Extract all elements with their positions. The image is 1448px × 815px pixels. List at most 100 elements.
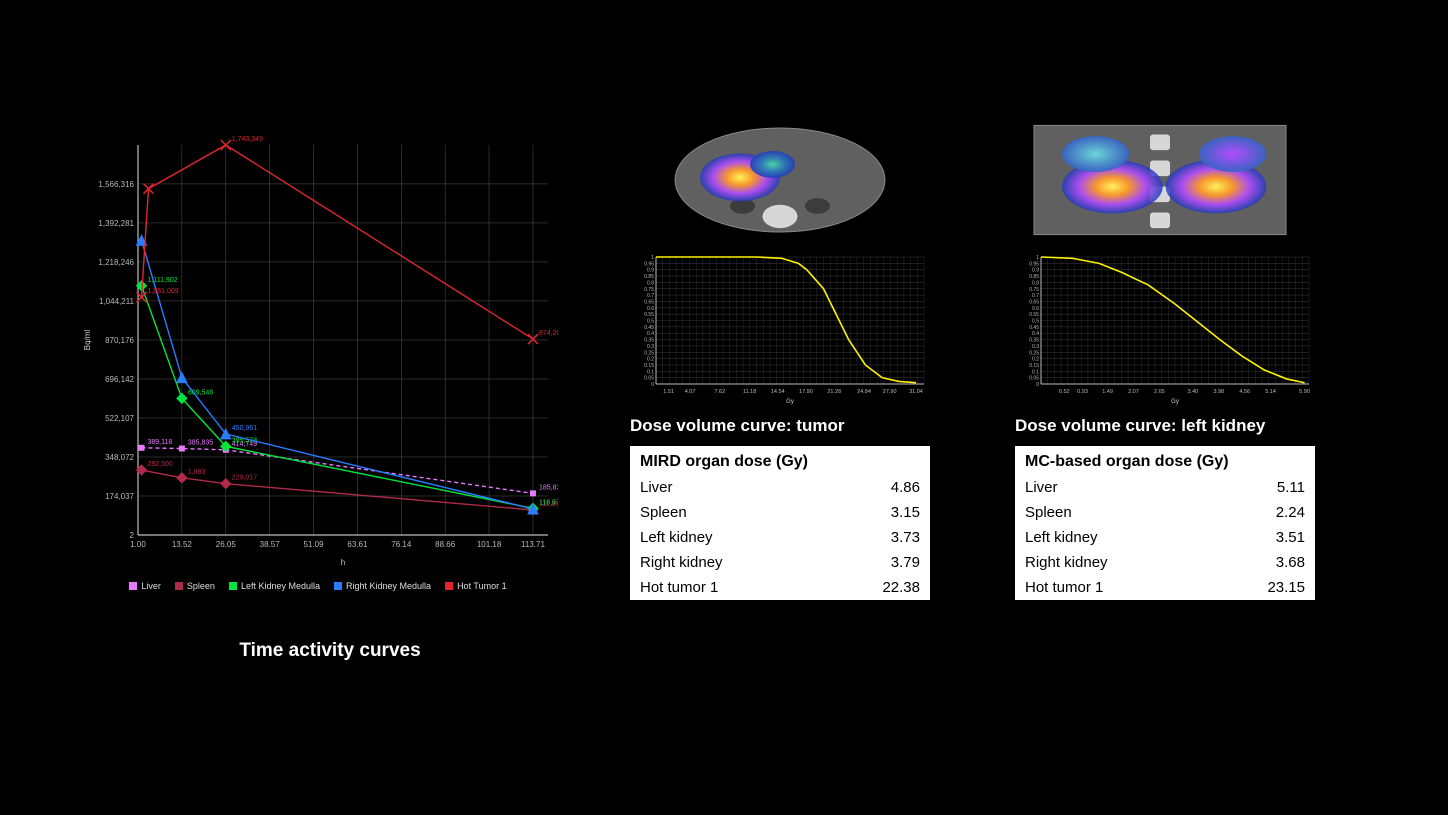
- svg-text:0.9: 0.9: [647, 268, 654, 274]
- legend-label: Right Kidney Medulla: [346, 581, 431, 591]
- mc-table: MC-based organ dose (Gy) Liver5.11Spleen…: [1015, 446, 1315, 600]
- value-cell: 2.24: [1225, 500, 1315, 525]
- organ-cell: Liver: [630, 475, 840, 500]
- svg-text:1,883: 1,883: [188, 469, 206, 476]
- svg-text:38.57: 38.57: [260, 540, 281, 549]
- svg-text:0.15: 0.15: [1029, 363, 1039, 369]
- table-row: Spleen2.24: [1015, 500, 1315, 525]
- svg-text:389,118: 389,118: [148, 439, 173, 446]
- value-cell: 3.15: [840, 500, 930, 525]
- table-row: Liver5.11: [1015, 475, 1315, 500]
- svg-text:0.25: 0.25: [644, 350, 654, 356]
- legend-swatch: [175, 582, 183, 590]
- table-row: Right kidney3.79: [630, 550, 930, 575]
- legend-swatch: [129, 582, 137, 590]
- value-cell: 3.73: [840, 525, 930, 550]
- svg-text:3.40: 3.40: [1188, 389, 1199, 395]
- value-cell: 23.15: [1225, 575, 1315, 600]
- svg-text:185,837: 185,837: [539, 484, 558, 491]
- svg-text:1.00: 1.00: [130, 540, 146, 549]
- svg-text:0.2: 0.2: [647, 357, 654, 363]
- svg-text:0.15: 0.15: [644, 363, 654, 369]
- svg-text:0.95: 0.95: [1029, 261, 1039, 267]
- tac-legend: Liver Spleen Left Kidney Medulla Right Kidn…: [78, 581, 558, 591]
- table-row: Liver4.86: [630, 475, 930, 500]
- svg-text:0.8: 0.8: [647, 280, 654, 286]
- svg-text:1,743,349: 1,743,349: [232, 136, 263, 143]
- svg-text:0: 0: [651, 382, 654, 388]
- svg-text:0.35: 0.35: [1029, 338, 1039, 344]
- svg-text:0.95: 0.95: [644, 261, 654, 267]
- svg-text:0.45: 0.45: [644, 325, 654, 331]
- legend-label: Spleen: [187, 581, 215, 591]
- svg-text:870,176: 870,176: [105, 336, 134, 345]
- svg-text:1,566,316: 1,566,316: [98, 180, 134, 189]
- svg-text:0.65: 0.65: [1029, 299, 1039, 305]
- legend-item: Hot Tumor 1: [445, 581, 507, 591]
- legend-swatch: [229, 582, 237, 590]
- svg-text:51.09: 51.09: [304, 540, 325, 549]
- svg-text:0.9: 0.9: [1032, 268, 1039, 274]
- scan-kidney-image: [1020, 115, 1300, 245]
- svg-text:0.55: 0.55: [644, 312, 654, 318]
- svg-text:1: 1: [1036, 255, 1039, 261]
- svg-text:0.85: 0.85: [644, 274, 654, 280]
- organ-cell: Liver: [1015, 475, 1225, 500]
- svg-text:14.54: 14.54: [771, 389, 785, 395]
- svg-text:0: 0: [1036, 382, 1039, 388]
- svg-text:2.07: 2.07: [1128, 389, 1139, 395]
- svg-text:0.3: 0.3: [647, 344, 654, 350]
- svg-text:1.49: 1.49: [1102, 389, 1113, 395]
- svg-text:2.65: 2.65: [1154, 389, 1165, 395]
- legend-label: Hot Tumor 1: [457, 581, 507, 591]
- svg-text:3.98: 3.98: [1213, 389, 1224, 395]
- svg-text:0.65: 0.65: [644, 299, 654, 305]
- svg-text:26.05: 26.05: [216, 540, 237, 549]
- mird-table-title: MIRD organ dose (Gy): [630, 446, 930, 475]
- svg-text:5.90: 5.90: [1299, 389, 1310, 395]
- svg-text:385,835: 385,835: [188, 440, 213, 447]
- svg-text:696,142: 696,142: [105, 375, 134, 384]
- svg-text:0.8: 0.8: [1032, 280, 1039, 286]
- svg-text:h: h: [341, 558, 345, 567]
- value-cell: 3.79: [840, 550, 930, 575]
- svg-text:0.5: 0.5: [1032, 319, 1039, 325]
- svg-text:0.25: 0.25: [1029, 350, 1039, 356]
- organ-cell: Right kidney: [1015, 550, 1225, 575]
- svg-text:874,205: 874,205: [539, 330, 558, 337]
- organ-cell: Right kidney: [630, 550, 840, 575]
- svg-text:11.18: 11.18: [743, 389, 756, 395]
- value-cell: 5.11: [1225, 475, 1315, 500]
- svg-text:Gy: Gy: [786, 399, 794, 405]
- svg-text:174,037: 174,037: [105, 492, 134, 501]
- legend-item: Liver: [129, 581, 161, 591]
- mc-table-title: MC-based organ dose (Gy): [1015, 446, 1315, 475]
- organ-cell: Hot tumor 1: [630, 575, 840, 600]
- svg-text:13.52: 13.52: [172, 540, 193, 549]
- svg-text:17.90: 17.90: [799, 389, 813, 395]
- svg-text:522,107: 522,107: [105, 414, 134, 423]
- svg-text:1,044,211: 1,044,211: [99, 297, 135, 306]
- table-row: Left kidney3.73: [630, 525, 930, 550]
- svg-text:348,072: 348,072: [105, 453, 134, 462]
- svg-text:0.93: 0.93: [1077, 389, 1088, 395]
- legend-item: Left Kidney Medulla: [229, 581, 320, 591]
- value-cell: 3.68: [1225, 550, 1315, 575]
- svg-text:0.6: 0.6: [1032, 306, 1039, 312]
- svg-text:1: 1: [651, 255, 654, 261]
- tac-panel: 1.0013.5226.0538.5751.0963.6176.1488.661…: [78, 135, 558, 591]
- organ-cell: Spleen: [1015, 500, 1225, 525]
- organ-cell: Hot tumor 1: [1015, 575, 1225, 600]
- svg-text:63.61: 63.61: [347, 540, 368, 549]
- svg-text:0.3: 0.3: [1032, 344, 1039, 350]
- svg-text:7.62: 7.62: [714, 389, 725, 395]
- table-row: Spleen3.15: [630, 500, 930, 525]
- svg-text:4.07: 4.07: [685, 389, 696, 395]
- svg-text:5.14: 5.14: [1265, 389, 1276, 395]
- svg-text:0.05: 0.05: [644, 376, 654, 382]
- table-row: Hot tumor 122.38: [630, 575, 930, 600]
- svg-text:229,017: 229,017: [232, 475, 257, 482]
- table-row: Left kidney3.51: [1015, 525, 1315, 550]
- svg-text:118,972: 118,972: [539, 499, 558, 506]
- dvh-tumor-column: 00.050.10.150.20.250.30.350.40.450.50.55…: [630, 115, 970, 600]
